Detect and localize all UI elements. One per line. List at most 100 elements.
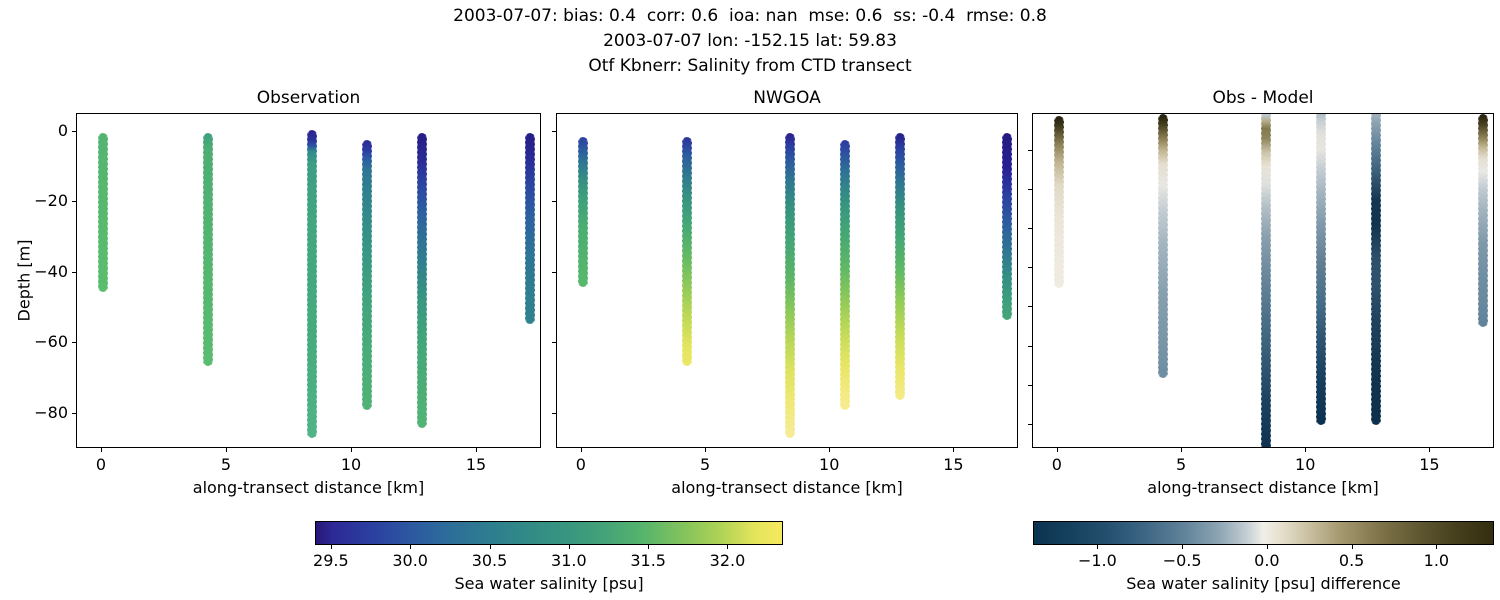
x-tick (476, 448, 477, 452)
colorbar-tick-label: 32.0 (709, 551, 746, 570)
y-tick (1028, 345, 1032, 347)
colorbar-tick (648, 545, 650, 549)
profile-column (840, 140, 851, 411)
x-tick (580, 448, 582, 452)
y-tick (552, 342, 556, 344)
y-axis-label: Depth [m] (14, 239, 34, 321)
x-tick (829, 448, 831, 452)
colorbar-label: Sea water salinity [psu] (454, 574, 644, 593)
y-tick (72, 412, 76, 414)
profile-column (362, 140, 372, 411)
profile-column (785, 133, 796, 439)
colorbar-salinity (315, 521, 783, 545)
y-tick-label: −60 (34, 332, 68, 352)
x-tick (351, 448, 352, 452)
y-tick (552, 201, 556, 203)
profile-column (307, 129, 317, 439)
x-tick (1305, 448, 1307, 452)
profile-column (98, 133, 109, 293)
x-tick-label: 0 (95, 455, 107, 474)
colorbar-tick-label: 0.5 (1338, 551, 1365, 570)
profile-column (578, 136, 589, 287)
x-tick-label: 10 (819, 455, 840, 474)
profile-column (1001, 133, 1012, 321)
suptitle-location: 2003-07-07 lon: -152.15 lat: 59.83 (603, 31, 897, 51)
colorbar-tick-label: 31.5 (630, 551, 666, 570)
profile-column (1477, 114, 1488, 328)
x-tick-label: 5 (220, 455, 232, 474)
colorbar-tick-label: −0.5 (1162, 551, 1202, 570)
x-axis-label: along-transect distance [km] (671, 478, 903, 497)
colorbar-tick-label: 1.0 (1423, 551, 1450, 570)
y-tick (1028, 189, 1032, 191)
colorbar-tick (1351, 545, 1353, 549)
y-tick-label: −80 (34, 402, 68, 422)
y-tick (72, 130, 76, 132)
colorbar-tick-label: 30.0 (392, 551, 428, 570)
colorbar-tick-label: 0.0 (1254, 551, 1280, 570)
y-tick (1028, 423, 1032, 425)
x-tick-label: 5 (699, 455, 711, 474)
x-tick-label: 5 (1175, 455, 1187, 474)
profile-column (203, 133, 214, 367)
profile-column (524, 133, 535, 324)
profile-column (682, 136, 693, 367)
y-tick (1028, 150, 1032, 152)
x-tick-label: 10 (1295, 455, 1316, 474)
x-tick (1429, 448, 1431, 452)
x-tick (705, 448, 707, 452)
x-axis-label: along-transect distance [km] (1147, 478, 1379, 497)
panel-title-observation: Observation (256, 88, 361, 108)
colorbar-tick (1436, 545, 1438, 549)
y-tick (552, 130, 556, 132)
profile-column (1370, 114, 1381, 425)
colorbar-tick (410, 545, 412, 549)
x-tick (101, 448, 102, 452)
suptitle-variable: Otf Kbnerr: Salinity from CTD transect (588, 56, 912, 76)
x-tick-label: 15 (943, 455, 964, 474)
plot-area-nwgoa (556, 113, 1018, 448)
profile-column (1054, 115, 1065, 288)
colorbar-tick (568, 545, 570, 549)
panel-title-obs-model: Obs - Model (1212, 88, 1314, 108)
y-tick (552, 271, 556, 273)
profile-column (1158, 114, 1169, 378)
y-tick-label: −20 (34, 191, 68, 211)
profile-column (894, 133, 905, 400)
colorbar-tick-label: 29.5 (313, 551, 349, 570)
x-tick-label: 0 (1051, 455, 1062, 474)
y-tick (1028, 306, 1032, 308)
colorbar-tick (489, 545, 491, 549)
y-tick (1028, 267, 1032, 269)
y-tick-label: −40 (34, 261, 68, 281)
profile-column (1316, 114, 1327, 425)
y-tick (72, 271, 76, 273)
x-tick-label: 10 (340, 455, 362, 474)
colorbar-tick-label: 31.0 (551, 551, 587, 570)
x-tick (1181, 448, 1183, 452)
colorbar-tick (1182, 545, 1184, 549)
x-tick-label: 15 (1419, 455, 1440, 474)
plot-area-obs-model (1032, 113, 1494, 448)
x-tick (226, 448, 227, 452)
y-tick (1028, 384, 1032, 386)
colorbar-label: Sea water salinity [psu] difference (1126, 574, 1401, 593)
profile-column (1261, 114, 1272, 447)
x-tick (953, 448, 955, 452)
colorbar-tick (727, 545, 729, 549)
panel-title-nwgoa: NWGOA (753, 88, 821, 108)
suptitle-stats: 2003-07-07: bias: 0.4 corr: 0.6 ioa: nan… (453, 6, 1047, 26)
colorbar-tick (1266, 545, 1268, 549)
colorbar-tick (1097, 545, 1099, 549)
y-tick (552, 412, 556, 414)
plot-area-observation (76, 113, 541, 448)
y-tick (72, 342, 76, 344)
profile-column (417, 133, 427, 428)
y-tick (72, 201, 76, 203)
x-axis-label: along-transect distance [km] (192, 478, 425, 497)
x-tick-label: 15 (465, 455, 487, 474)
colorbar-tick-label: 30.5 (471, 551, 508, 570)
colorbar-tick-label: −1.0 (1077, 551, 1117, 570)
x-tick-label: 0 (575, 455, 586, 474)
